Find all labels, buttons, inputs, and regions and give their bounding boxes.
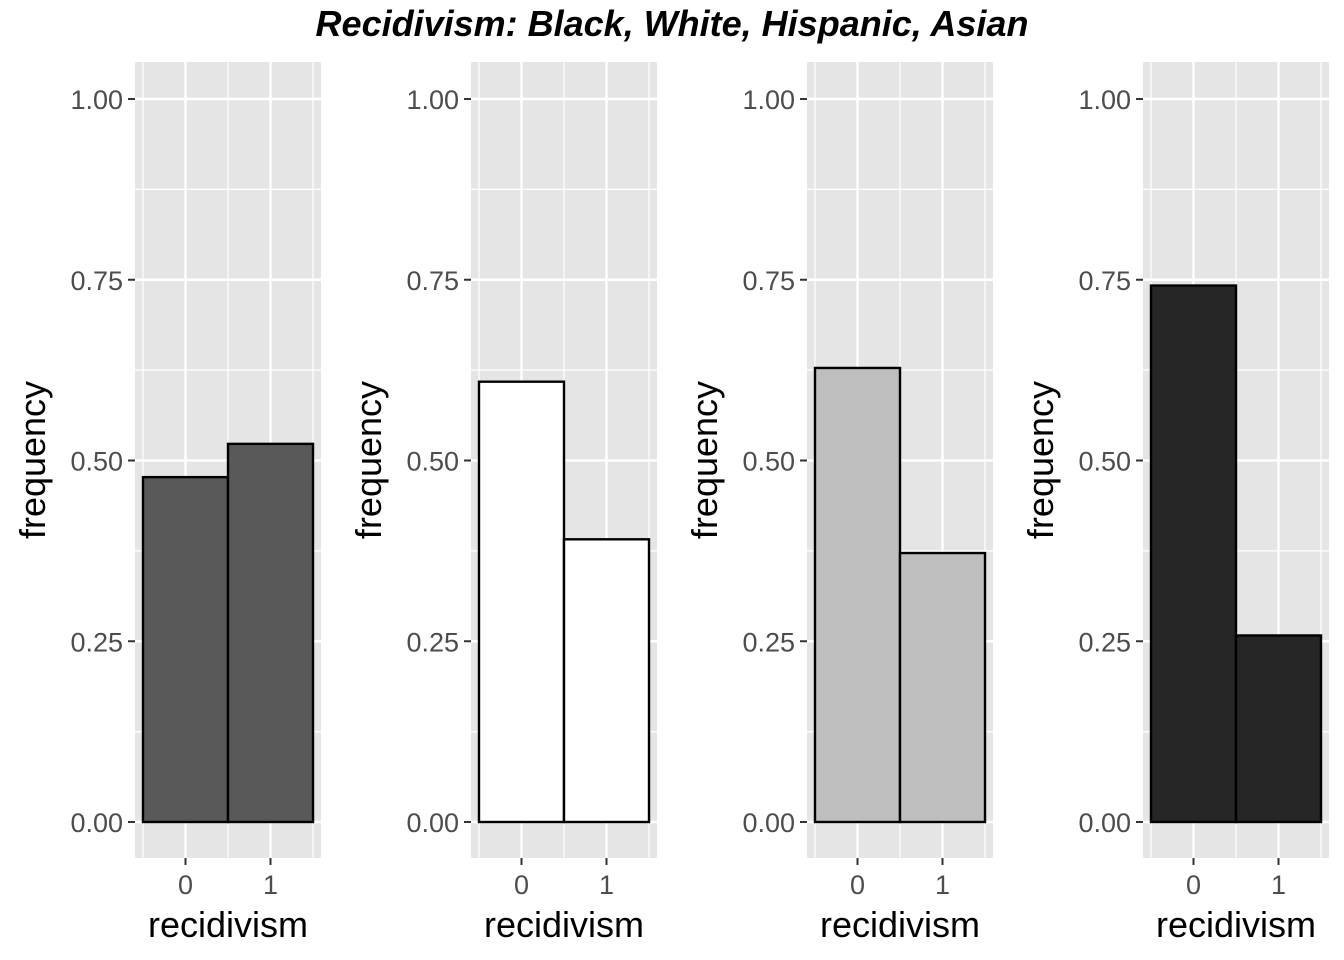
y-tick-label: 0.75: [1078, 266, 1131, 296]
y-tick-label: 0.50: [70, 447, 123, 477]
y-axis-title: frequency: [12, 381, 53, 539]
x-tick-label: 1: [263, 870, 278, 900]
bar-panel-2-cat-0: [477, 380, 566, 824]
x-axis-title: recidivism: [484, 904, 644, 945]
x-tick-label: 0: [514, 870, 529, 900]
x-tick-label: 0: [1186, 870, 1201, 900]
y-tick-label: 0.75: [70, 266, 123, 296]
bar-panel-4-cat-1: [1234, 634, 1323, 824]
y-tick-label: 0.75: [406, 266, 459, 296]
y-tick-label: 1.00: [742, 85, 795, 115]
bar-panel-3-cat-1: [898, 551, 987, 824]
bar-panel-1-cat-1: [226, 442, 315, 824]
y-tick-label: 0.00: [70, 808, 123, 838]
x-tick-label: 1: [935, 870, 950, 900]
y-tick-label: 0.00: [406, 808, 459, 838]
y-axis-title: frequency: [348, 381, 389, 539]
x-axis-title: recidivism: [148, 904, 308, 945]
bar-panel-3-cat-0: [813, 366, 902, 824]
x-tick-label: 0: [178, 870, 193, 900]
y-tick-label: 0.25: [406, 627, 459, 657]
x-tick-label: 1: [1271, 870, 1286, 900]
y-tick-label: 0.00: [742, 808, 795, 838]
x-axis-title: recidivism: [820, 904, 980, 945]
chart-title: Recidivism: Black, White, Hispanic, Asia…: [315, 3, 1029, 44]
y-tick-label: 0.25: [742, 627, 795, 657]
y-tick-label: 0.50: [1078, 447, 1131, 477]
y-tick-label: 0.50: [406, 447, 459, 477]
bar-panel-2-cat-1: [562, 538, 651, 824]
x-tick-label: 1: [599, 870, 614, 900]
y-tick-label: 0.25: [70, 627, 123, 657]
y-axis-title: frequency: [684, 381, 725, 539]
y-tick-label: 0.25: [1078, 627, 1131, 657]
y-tick-label: 0.00: [1078, 808, 1131, 838]
y-tick-label: 1.00: [406, 85, 459, 115]
bar-panel-4-cat-0: [1149, 284, 1238, 824]
y-tick-label: 0.75: [742, 266, 795, 296]
bar-panel-1-cat-0: [141, 475, 230, 824]
y-tick-label: 0.50: [742, 447, 795, 477]
x-axis-title: recidivism: [1156, 904, 1316, 945]
y-axis-title: frequency: [1020, 381, 1061, 539]
y-tick-label: 1.00: [70, 85, 123, 115]
x-tick-label: 0: [850, 870, 865, 900]
y-tick-label: 1.00: [1078, 85, 1131, 115]
